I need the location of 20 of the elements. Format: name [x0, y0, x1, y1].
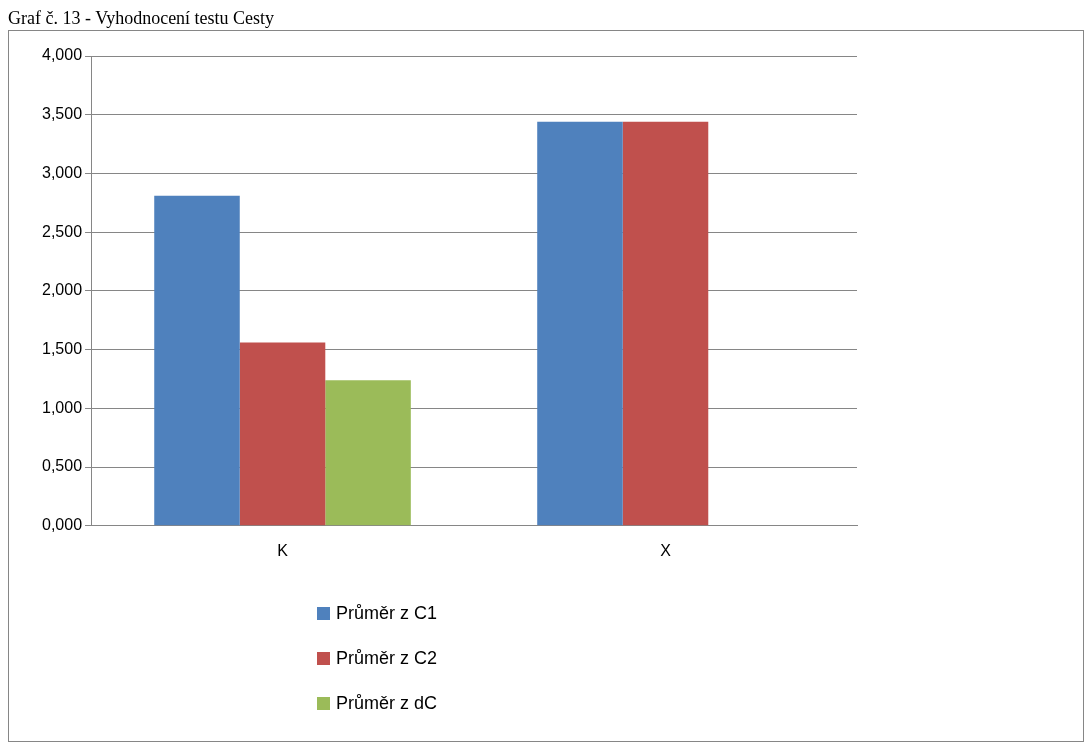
chart-title: Graf č. 13 - Vyhodnocení testu Cesty: [8, 8, 276, 30]
y-tick-label: 1,500: [41, 340, 83, 358]
legend-label: Průměr z dC: [336, 693, 438, 714]
y-tick-label: 1,000: [41, 398, 83, 416]
x-tick-label: X: [660, 541, 672, 559]
bar: [325, 380, 411, 526]
legend-label: Průměr z C1: [336, 603, 438, 624]
y-tick-label: 3,000: [41, 163, 83, 181]
bar: [537, 121, 623, 526]
bar: [239, 342, 326, 526]
y-tick-label: 2,000: [41, 281, 83, 299]
bar: [622, 121, 709, 526]
x-tick-label: K: [277, 541, 289, 559]
legend-label: Průměr z C2: [336, 648, 438, 669]
y-tick-label: 2,500: [41, 222, 83, 240]
y-tick-label: 0,500: [41, 457, 83, 475]
y-tick-label: 0,000: [41, 516, 83, 534]
bar: [154, 195, 240, 526]
y-tick-label: 4,000: [41, 46, 83, 64]
y-tick-label: 3,500: [41, 105, 83, 123]
